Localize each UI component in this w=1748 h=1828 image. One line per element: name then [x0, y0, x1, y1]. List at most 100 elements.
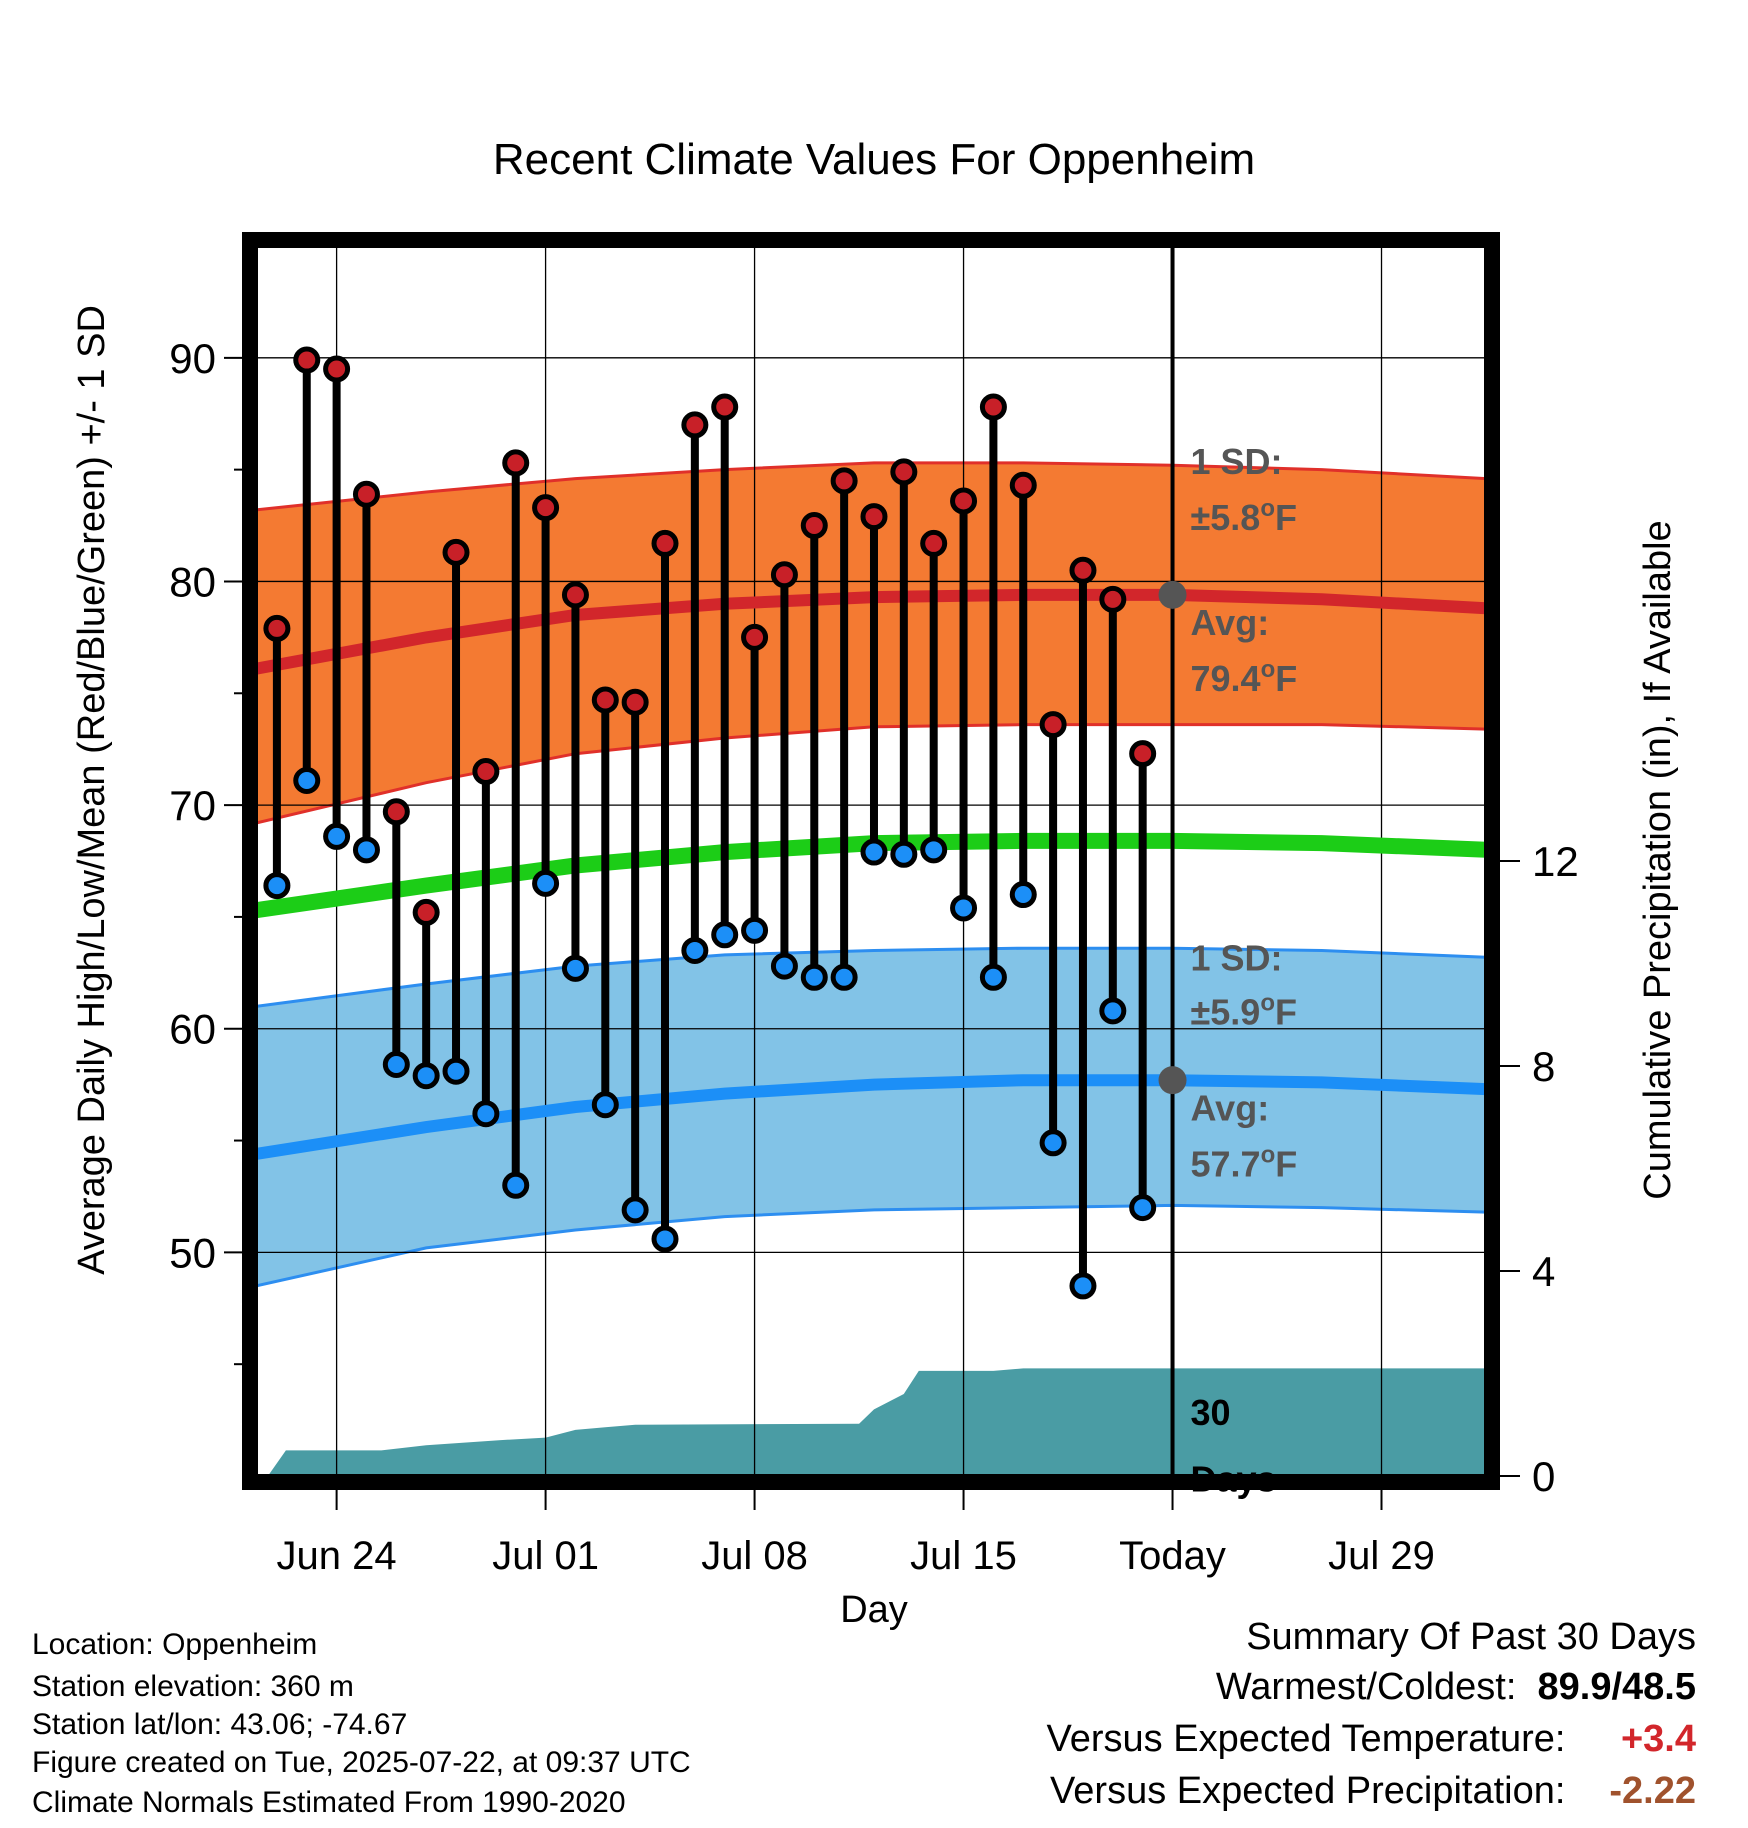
daily-low-point: [382, 1051, 410, 1079]
daily-high-point: [950, 487, 978, 515]
daily-high-point: [830, 467, 858, 495]
daily-low-point: [1129, 1194, 1157, 1222]
daily-high-point: [860, 503, 888, 531]
daily-high-point: [621, 688, 649, 716]
daily-low-point: [1039, 1129, 1067, 1157]
daily-low-point: [711, 921, 739, 949]
daily-high-point: [382, 798, 410, 826]
info-created: Figure created on Tue, 2025-07-22, at 09…: [32, 1746, 691, 1779]
daily-high-point: [800, 512, 828, 540]
precip-value: -2.22: [1609, 1770, 1696, 1812]
daily-high-point: [1129, 740, 1157, 768]
info-location: Location: Oppenheim: [32, 1628, 318, 1661]
daily-low-point: [412, 1062, 440, 1090]
x-tick-label: Today: [1119, 1534, 1226, 1578]
daily-low-point: [591, 1091, 619, 1119]
low-avg-value: 57.7oF: [1191, 1141, 1298, 1184]
daily-low-point: [502, 1171, 530, 1199]
high-band-upper-edge: [256, 461, 1486, 512]
daily-high-point: [681, 411, 709, 439]
daily-high-point: [1009, 471, 1037, 499]
y2-axis-label: Cumulative Precipitation (in), If Availa…: [1637, 520, 1679, 1199]
y-tick-label: 80: [169, 558, 216, 605]
daily-high-point: [1039, 711, 1067, 739]
low-sd-band: [256, 948, 1486, 1286]
y2-tick-label: 8: [1532, 1043, 1555, 1090]
precip-area: [267, 1368, 1486, 1476]
daily-high-point: [651, 529, 679, 557]
daily-high-point: [770, 561, 798, 589]
daily-low-point: [860, 838, 888, 866]
daily-low-point: [770, 952, 798, 980]
daily-high-point: [502, 449, 530, 477]
x-tick-label: Jun 24: [277, 1534, 397, 1578]
daily-low-point: [1009, 881, 1037, 909]
daily-low-point: [532, 869, 560, 897]
daily-high-point: [472, 758, 500, 786]
daily-high-point: [352, 480, 380, 508]
high-sd-label: 1 SD:: [1191, 441, 1283, 482]
daily-high-point: [442, 538, 470, 566]
y-tick-label: 60: [169, 1006, 216, 1053]
today-low-avg-marker: [1158, 1066, 1187, 1095]
daily-low-point: [741, 916, 769, 944]
info-latlon: Station lat/lon: 43.06; -74.67: [32, 1708, 408, 1741]
precip-label-number: 30: [1191, 1392, 1231, 1433]
daily-low-point: [442, 1057, 470, 1085]
y-axis-label: Average Daily High/Low/Mean (Red/Blue/Gr…: [71, 305, 113, 1275]
y-tick-label: 70: [169, 782, 216, 829]
daily-low-point: [323, 822, 351, 850]
summary-precipitation: Versus Expected Precipitation: -2.22: [1050, 1770, 1696, 1813]
summary-heading: Summary Of Past 30 Days: [1246, 1616, 1696, 1658]
daily-low-point: [293, 766, 321, 794]
daily-high-point: [1099, 585, 1127, 613]
daily-high-point: [920, 529, 948, 557]
low-sd-value: ±5.9oF: [1191, 989, 1297, 1032]
summary-temperature: Versus Expected Temperature: +3.4: [1047, 1718, 1696, 1761]
temp-value: +3.4: [1620, 1718, 1696, 1760]
daily-high-point: [591, 686, 619, 714]
summary-warm-cold: Warmest/Coldest: 89.9/48.5: [1216, 1666, 1696, 1709]
daily-low-point: [1069, 1272, 1097, 1300]
daily-high-point: [741, 623, 769, 651]
plot-frame: [242, 232, 1500, 1490]
daily-high-point: [412, 898, 440, 926]
daily-high-point: [979, 393, 1007, 421]
high-sd-value: ±5.8oF: [1191, 495, 1297, 538]
daily-high-point: [293, 346, 321, 374]
warm-cold-value: 89.9/48.5: [1537, 1666, 1696, 1708]
x-tick-label: Jul 15: [910, 1534, 1017, 1578]
x-axis-label: Day: [840, 1589, 908, 1631]
daily-low-point: [950, 894, 978, 922]
low-band-lower-edge: [256, 1203, 1486, 1288]
precip-label: Versus Expected Precipitation:: [1050, 1770, 1566, 1812]
low-avg-label: Avg:: [1191, 1087, 1270, 1128]
daily-low-point: [651, 1225, 679, 1253]
daily-low-point: [830, 963, 858, 991]
daily-high-point: [890, 458, 918, 486]
chart-title: Recent Climate Values For Oppenheim: [493, 135, 1255, 184]
high-avg-value: 79.4oF: [1191, 656, 1298, 699]
daily-high-point: [532, 494, 560, 522]
y2-tick-label: 12: [1532, 838, 1579, 885]
daily-low-point: [800, 963, 828, 991]
x-tick-label: Jul 01: [492, 1534, 599, 1578]
daily-low-point: [979, 963, 1007, 991]
daily-low-point: [352, 836, 380, 864]
plot-area: 1 SD: ±5.8oF Avg: 79.4oF 1 SD: ±5.9oF Avg: 57.7…: [169, 232, 1579, 1578]
high-avg-label: Avg:: [1191, 602, 1270, 643]
daily-high-point: [1069, 556, 1097, 584]
daily-high-point: [561, 581, 589, 609]
daily-high-point: [323, 355, 351, 383]
today-high-avg-marker: [1158, 580, 1187, 609]
x-tick-label: Jul 29: [1328, 1534, 1435, 1578]
daily-high-point: [711, 393, 739, 421]
low-sd-label: 1 SD:: [1191, 938, 1283, 979]
info-elevation: Station elevation: 360 m: [32, 1670, 354, 1703]
x-tick-label: Jul 08: [701, 1534, 808, 1578]
plot-contents: [256, 246, 1486, 1476]
daily-low-point: [472, 1100, 500, 1128]
warm-cold-label: Warmest/Coldest:: [1215, 1666, 1517, 1708]
daily-low-point: [561, 954, 589, 982]
y2-tick-label: 4: [1532, 1248, 1555, 1295]
